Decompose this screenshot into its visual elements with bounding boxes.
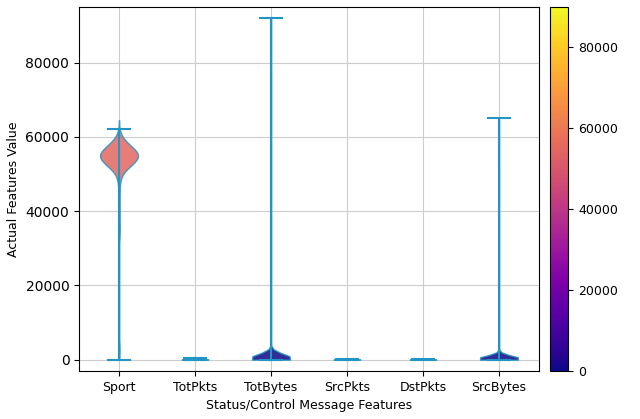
X-axis label: Status/Control Message Features: Status/Control Message Features [206,399,412,412]
Y-axis label: Actual Features Value: Actual Features Value [7,121,20,256]
